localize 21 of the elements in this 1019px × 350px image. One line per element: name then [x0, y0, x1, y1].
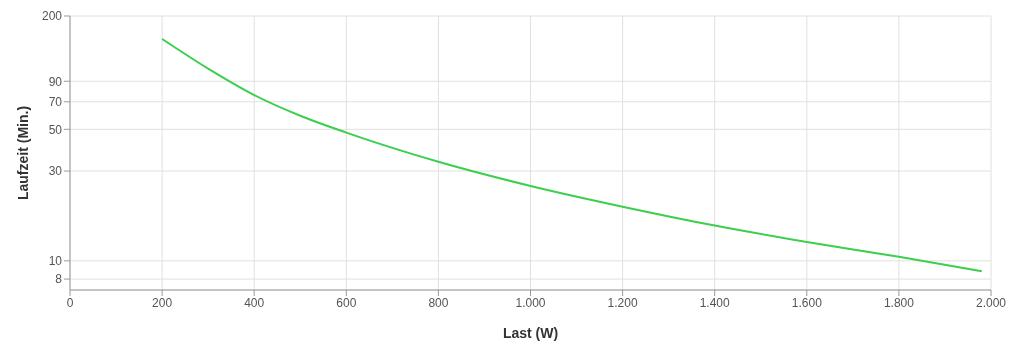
x-tick-label: 1.400	[699, 295, 731, 310]
y-tick-label: 50	[48, 122, 63, 137]
y-tick-label: 30	[48, 164, 63, 179]
line-series	[161, 37, 983, 273]
y-tick-label: 8	[55, 272, 63, 287]
y-axis-title: Laufzeit (Min.)	[14, 105, 31, 201]
x-tick-label: 1.800	[883, 295, 915, 310]
x-tick-label: 1.200	[607, 295, 638, 310]
x-tick-label: 0	[66, 295, 74, 310]
y-tick-label: 10	[48, 254, 63, 269]
x-tick-label: 400	[244, 295, 265, 310]
x-tick-label: 2.000	[975, 295, 1007, 310]
y-tick-label: 200	[41, 9, 63, 24]
x-tick-label: 1.600	[791, 295, 823, 310]
y-tick-label: 70	[48, 95, 63, 110]
x-axis-title: Last (W)	[502, 325, 559, 341]
y-tick-label: 90	[48, 74, 63, 89]
x-tick-label: 600	[336, 295, 357, 310]
x-tick-label: 1.000	[515, 295, 546, 310]
x-tick-label: 200	[152, 295, 173, 310]
x-tick-label: 800	[428, 295, 449, 310]
